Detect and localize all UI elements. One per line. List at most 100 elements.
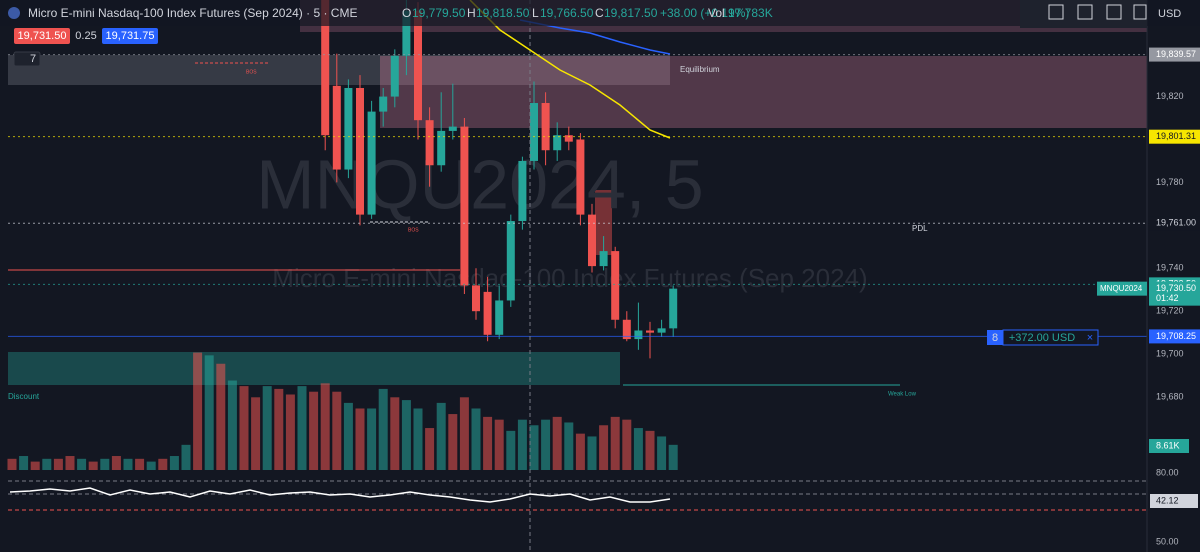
tool-icon[interactable] [1048, 4, 1064, 20]
candle-body [588, 214, 596, 267]
bid-box[interactable] [14, 28, 70, 44]
label-equilibrium: Equilibrium [680, 65, 720, 74]
volume-bar [575, 433, 585, 470]
volume-bar [216, 363, 226, 470]
tool-icon[interactable] [1133, 4, 1147, 20]
candle-body [321, 0, 330, 136]
volume-bar [19, 456, 29, 470]
volume-bar [610, 416, 620, 470]
price-label: 19,761.00 [1156, 218, 1196, 228]
currency[interactable]: USD [1158, 8, 1181, 20]
volume-bar [645, 430, 655, 470]
indicator-toggle[interactable] [13, 51, 41, 67]
volume-bar [622, 419, 632, 470]
osc-value: 42.12 [1156, 495, 1179, 505]
h-label: H [467, 6, 476, 20]
volume-bar [401, 400, 411, 470]
candle-body [646, 330, 654, 333]
volume-bar [494, 419, 504, 470]
volume-bar [88, 461, 98, 470]
o-label: O [402, 6, 411, 20]
volume-bar [297, 386, 307, 470]
volume-bar [413, 408, 423, 470]
vol-value: 17.783K [728, 6, 773, 20]
indicator-count: 7 [30, 53, 36, 65]
ask-box[interactable] [102, 28, 158, 44]
last-symbol: MNQU2024 [1100, 284, 1143, 293]
position-qty: 8 [992, 332, 998, 344]
osc-upper: 80.00 [1156, 467, 1179, 477]
c-label: C [595, 6, 604, 20]
volume-bar [239, 386, 249, 470]
volume-bar [436, 402, 446, 470]
tool-icon[interactable] [1106, 4, 1122, 20]
toolbar [1020, 0, 1147, 28]
price-label: 19,801.31 [1156, 131, 1196, 141]
volume-bar [517, 419, 527, 470]
volume-bar [541, 419, 551, 470]
position-pnl: +372.00 USD [1009, 332, 1075, 344]
candle-body [402, 10, 411, 56]
volume-bar [193, 352, 203, 470]
candle-body [344, 87, 353, 170]
ask: 19,731.75 [106, 30, 155, 42]
l-label: L [532, 6, 539, 20]
flag-icon [8, 7, 20, 19]
volume-bar [42, 458, 52, 470]
candle-body [506, 221, 515, 301]
price-tick-label: 19,700 [1156, 348, 1184, 358]
o-value: 19,779.50 [412, 6, 466, 20]
volume-bar [146, 461, 156, 470]
volume-bar [552, 416, 562, 470]
volume-bar [53, 458, 63, 470]
symbol[interactable]: Micro E-mini Nasdaq-100 Index Futures (S… [28, 6, 357, 20]
position-qty-box[interactable] [987, 330, 1003, 345]
price-axis [1147, 0, 1200, 552]
volume-bar [181, 444, 191, 470]
price-label-box [1149, 216, 1200, 231]
candle-body [669, 288, 678, 329]
label-discount: Discount [8, 392, 40, 401]
volume-bar [587, 436, 597, 470]
volume-bar [65, 456, 75, 470]
candle-body [611, 251, 620, 320]
volume-bar [274, 388, 284, 470]
spread: 0.25 [75, 30, 96, 42]
candle-body [367, 111, 376, 215]
fvg-zone [595, 190, 612, 255]
volume-bar [657, 436, 667, 470]
price-tick-label: 19,780 [1156, 177, 1184, 187]
candle-body [553, 135, 562, 151]
vol-label: Vol [708, 6, 725, 20]
discount-zone [8, 352, 620, 385]
volume-bar [448, 414, 458, 470]
volume-bar [30, 461, 40, 470]
volume-label-box [1149, 439, 1189, 453]
change: +38.00 (+0.19%) [660, 6, 749, 20]
c-value: 19,817.50 [604, 6, 658, 20]
volume-bar [135, 458, 145, 470]
tool-icon[interactable] [1077, 4, 1093, 20]
volume-bar [158, 458, 168, 470]
candle-body [448, 126, 457, 131]
watermark: MNQU2024, 5 Micro E-mini Nasdaq-100 Inde… [256, 145, 867, 292]
volume-bar [111, 456, 121, 470]
price-tick-label: 19,740 [1156, 263, 1184, 273]
volume-bar [285, 394, 295, 470]
last-symbol-box [1097, 281, 1147, 296]
volume-bar [204, 355, 214, 470]
candle-body [495, 300, 504, 335]
last-price: 19,730.50 [1156, 283, 1196, 293]
l-value: 19,766.50 [540, 6, 594, 20]
position-box[interactable] [1002, 329, 1099, 346]
volume-bar [633, 428, 643, 470]
volume-bar [227, 380, 237, 470]
volume-bar [668, 444, 678, 470]
volume-bar [471, 408, 481, 470]
countdown: 01:42 [1156, 293, 1179, 303]
position-close[interactable]: × [1087, 332, 1093, 344]
volume-bar [251, 397, 261, 470]
volume-bar [7, 458, 17, 470]
volume-bar [262, 386, 272, 470]
candle-body [530, 103, 538, 161]
